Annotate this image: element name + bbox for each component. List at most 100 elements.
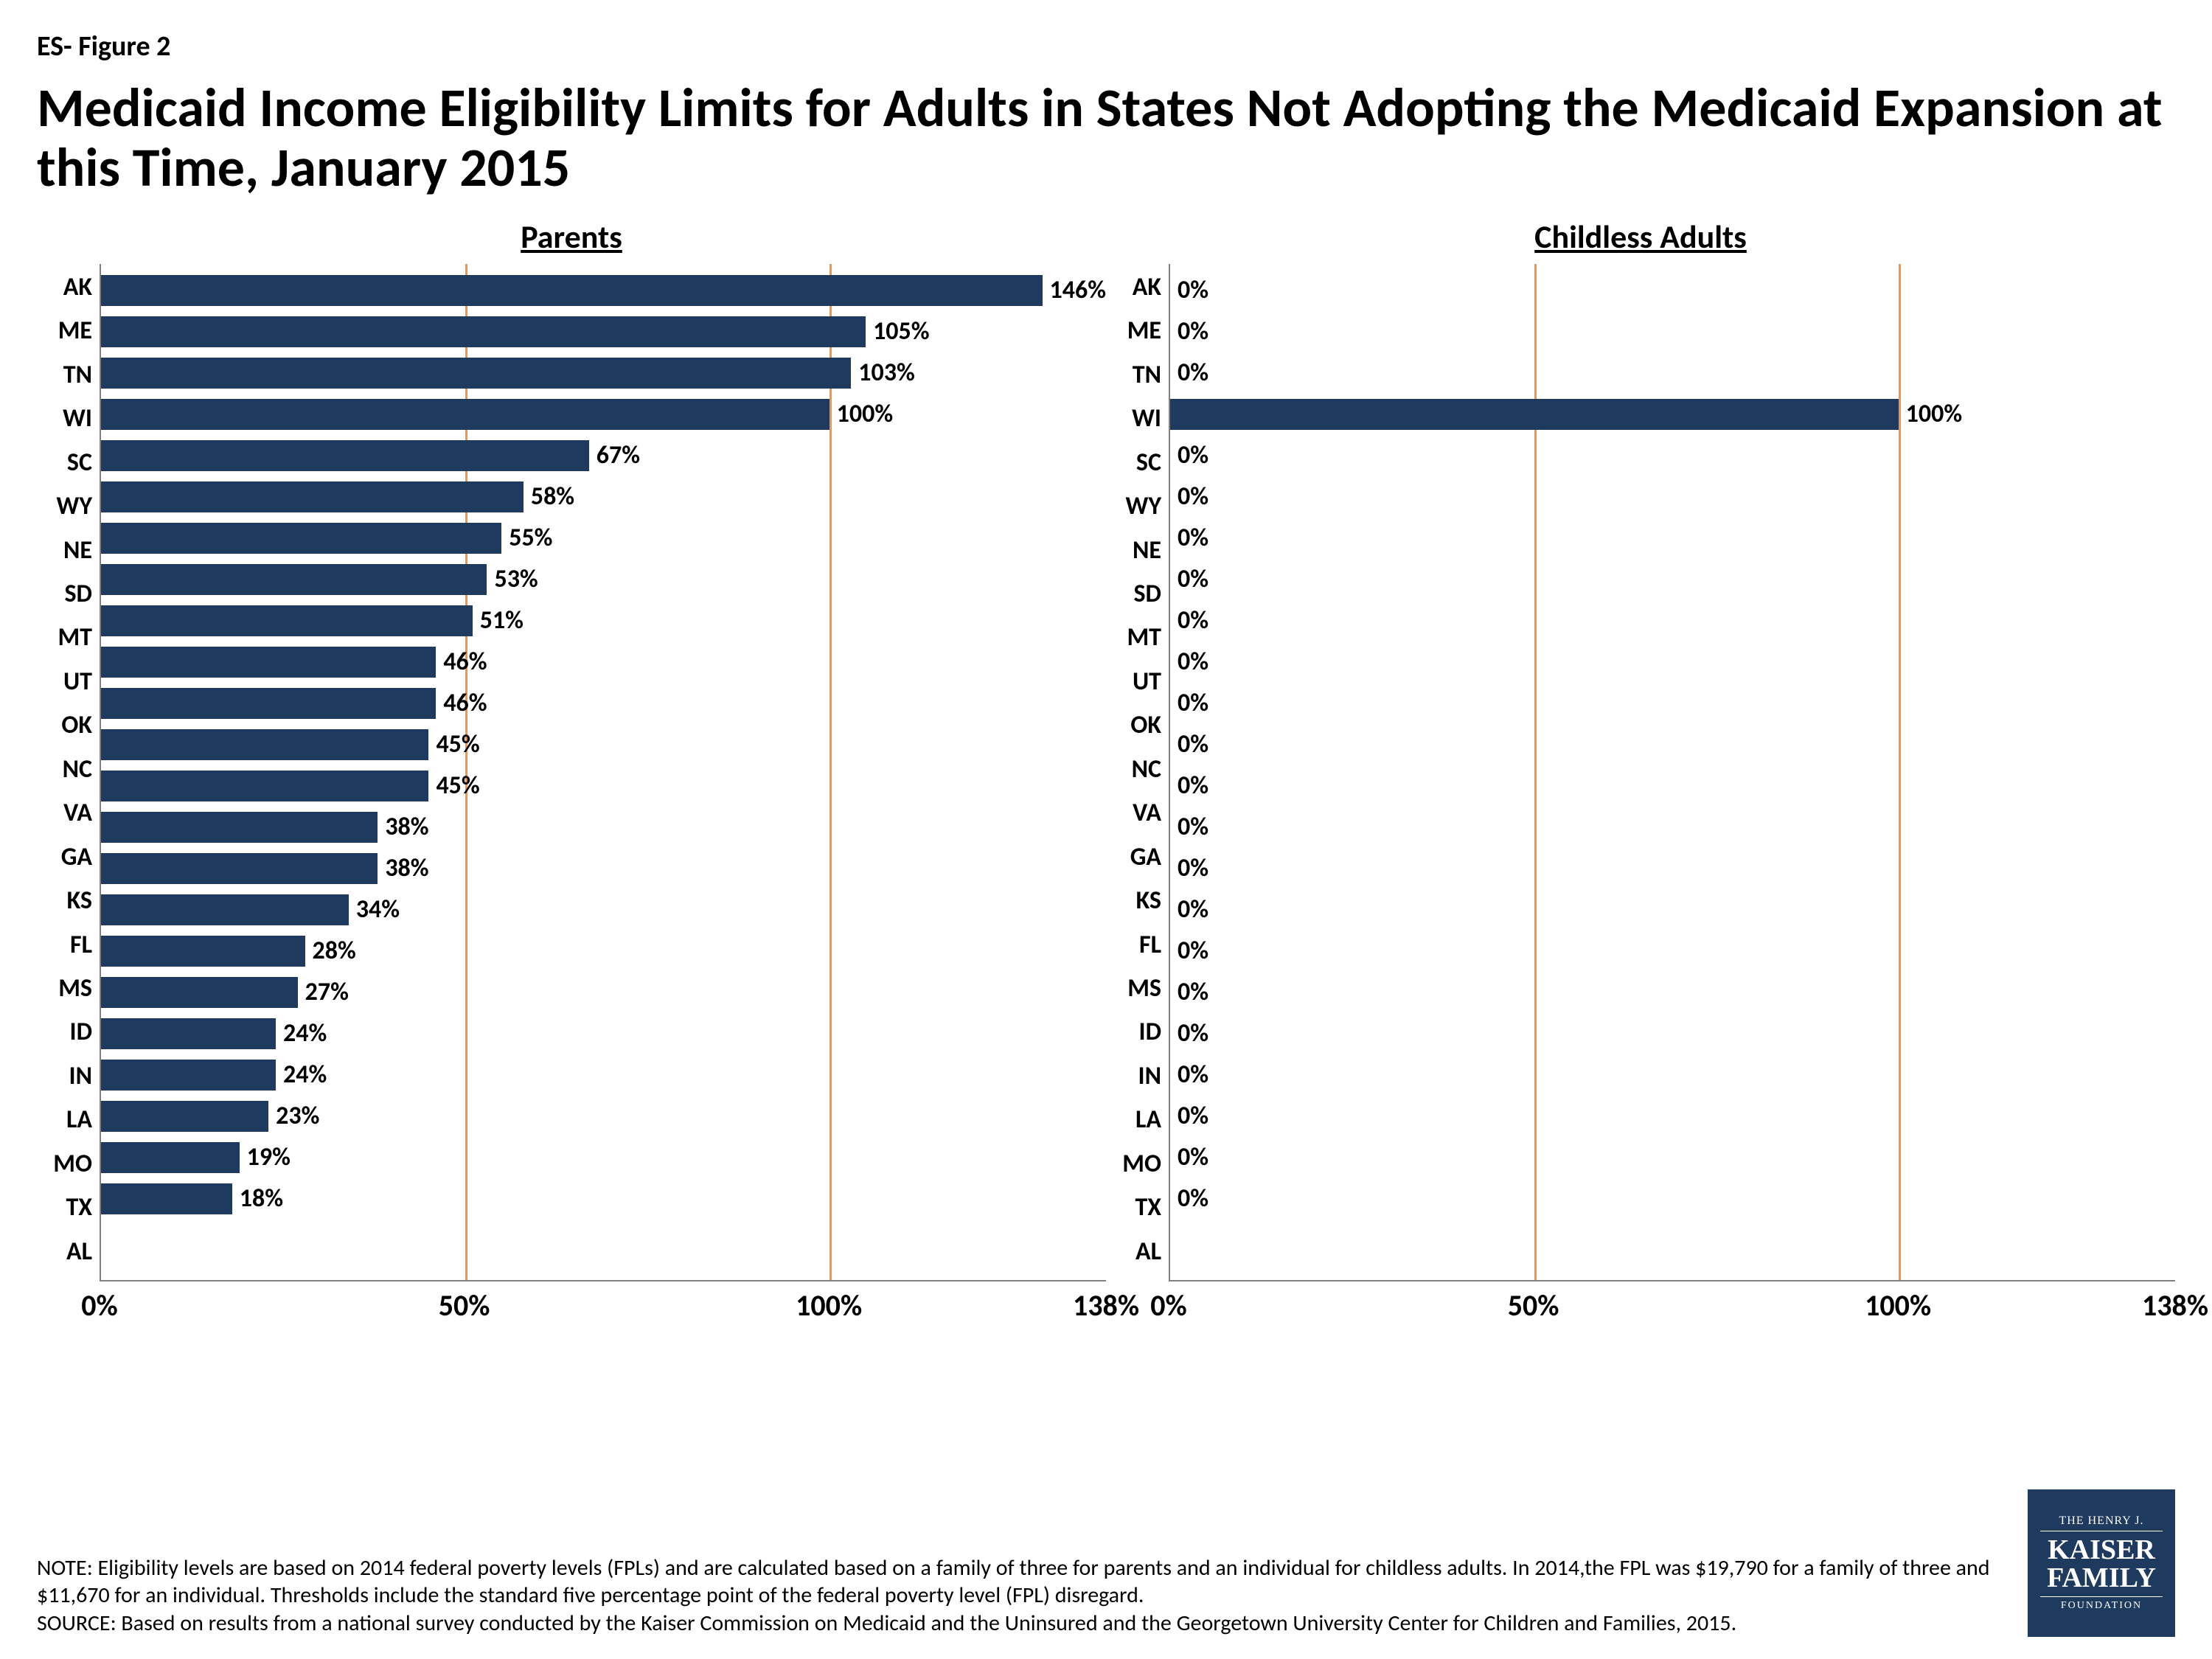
bar-value-label: 0% xyxy=(1178,275,1208,305)
state-label: KS xyxy=(1106,883,1169,925)
state-label: WI xyxy=(1106,401,1169,442)
state-label: OK xyxy=(37,708,100,749)
bar xyxy=(101,481,524,512)
bar-value-label: 55% xyxy=(509,523,552,553)
state-label: ID xyxy=(1106,1015,1169,1056)
bar-row: 24% xyxy=(101,1013,1106,1054)
bar-row: 38% xyxy=(101,807,1106,848)
state-label: VA xyxy=(37,796,100,837)
bar xyxy=(101,523,501,554)
bar-row: 0% xyxy=(1170,352,2175,394)
bar-value-label: 0% xyxy=(1178,688,1208,718)
state-label: IN xyxy=(37,1059,100,1100)
childless-x-axis: 0%50%100%138% xyxy=(1169,1281,2175,1326)
state-label: AL xyxy=(1106,1234,1169,1276)
bar-value-label: 100% xyxy=(837,399,893,429)
bar xyxy=(1170,399,1899,430)
bar-row: 0% xyxy=(1170,765,2175,807)
bar-value-label: 24% xyxy=(283,1018,327,1048)
x-tick-label: 50% xyxy=(1508,1287,1559,1324)
bar-row: 28% xyxy=(101,931,1106,972)
bar-row: 34% xyxy=(101,889,1106,931)
bar-row: 0% xyxy=(1170,600,2175,641)
bar-value-label: 24% xyxy=(283,1060,327,1090)
bar-row: 0% xyxy=(1170,972,2175,1013)
bar-value-label: 0% xyxy=(1178,647,1208,677)
state-label: SC xyxy=(1106,445,1169,487)
childless-title: Childless Adults xyxy=(1106,217,2175,257)
bar-row: 0% xyxy=(1170,518,2175,559)
bar-value-label: 18% xyxy=(240,1183,283,1214)
bar-value-label: 38% xyxy=(385,812,428,842)
bar-row: 0% xyxy=(1170,476,2175,518)
x-tick-label: 50% xyxy=(439,1287,490,1324)
state-label: TN xyxy=(1106,358,1169,399)
bar xyxy=(101,1101,268,1132)
state-label: MO xyxy=(1106,1147,1169,1188)
state-label: MT xyxy=(1106,620,1169,661)
bar-row: 0% xyxy=(1170,1054,2175,1096)
bar-value-label: 0% xyxy=(1178,977,1208,1007)
bar-row: 67% xyxy=(101,435,1106,476)
state-label: NC xyxy=(1106,752,1169,793)
state-label: NE xyxy=(1106,533,1169,574)
kaiser-logo: THE HENRY J. KAISER FAMILY FOUNDATION xyxy=(2028,1489,2175,1637)
state-label: LA xyxy=(37,1102,100,1144)
bar xyxy=(101,1183,232,1214)
state-label: ME xyxy=(1106,313,1169,355)
bar-row: 46% xyxy=(101,641,1106,683)
bar-value-label: 38% xyxy=(385,853,428,883)
state-label: TX xyxy=(1106,1190,1169,1231)
bar-row: 55% xyxy=(101,518,1106,559)
bar-row: 27% xyxy=(101,972,1106,1013)
parents-title: Parents xyxy=(37,217,1106,257)
state-label: IN xyxy=(1106,1059,1169,1100)
bar xyxy=(101,275,1043,306)
bar-value-label: 0% xyxy=(1178,440,1208,470)
source-text: SOURCE: Based on results from a national… xyxy=(37,1610,2006,1638)
state-label: MS xyxy=(1106,971,1169,1012)
bar-value-label: 34% xyxy=(356,894,400,925)
bar xyxy=(101,440,589,471)
bar-value-label: 28% xyxy=(313,936,356,966)
state-label: GA xyxy=(1106,840,1169,881)
bar-row: 0% xyxy=(1170,807,2175,848)
state-label: WY xyxy=(1106,489,1169,530)
state-label: NE xyxy=(37,533,100,574)
bar xyxy=(101,605,473,636)
state-label: WY xyxy=(37,489,100,530)
bar-value-label: 19% xyxy=(247,1142,291,1172)
bar xyxy=(101,977,298,1008)
state-label: VA xyxy=(1106,796,1169,837)
bar xyxy=(101,358,851,389)
page-title: Medicaid Income Eligibility Limits for A… xyxy=(37,78,2175,198)
state-label: MO xyxy=(37,1147,100,1188)
x-tick-label: 0% xyxy=(81,1287,117,1324)
state-label: MT xyxy=(37,620,100,661)
state-label: OK xyxy=(1106,708,1169,749)
state-label: LA xyxy=(1106,1102,1169,1144)
bar-row: 0% xyxy=(1170,889,2175,931)
x-tick-label: 100% xyxy=(796,1287,862,1324)
state-label: SD xyxy=(37,577,100,618)
bar-value-label: 0% xyxy=(1178,1101,1208,1131)
note-text: NOTE: Eligibility levels are based on 20… xyxy=(37,1554,2006,1610)
bar-value-label: 0% xyxy=(1178,1142,1208,1172)
parents-x-axis: 0%50%100%138% xyxy=(100,1281,1106,1326)
bar-row: 45% xyxy=(101,765,1106,807)
state-label: AK xyxy=(1106,270,1169,311)
bar-row: 51% xyxy=(101,600,1106,641)
bar-value-label: 46% xyxy=(443,647,487,677)
bar-row: 19% xyxy=(101,1137,1106,1178)
state-label: TX xyxy=(37,1190,100,1231)
bar-value-label: 0% xyxy=(1178,1183,1208,1214)
bar xyxy=(101,853,378,884)
bar xyxy=(101,647,436,678)
state-label: SD xyxy=(1106,577,1169,618)
bar-value-label: 0% xyxy=(1178,729,1208,759)
bar-value-label: 23% xyxy=(276,1101,319,1131)
state-label: MS xyxy=(37,971,100,1012)
bar xyxy=(101,688,436,719)
bar-value-label: 53% xyxy=(494,564,538,594)
bar-value-label: 27% xyxy=(305,977,349,1007)
